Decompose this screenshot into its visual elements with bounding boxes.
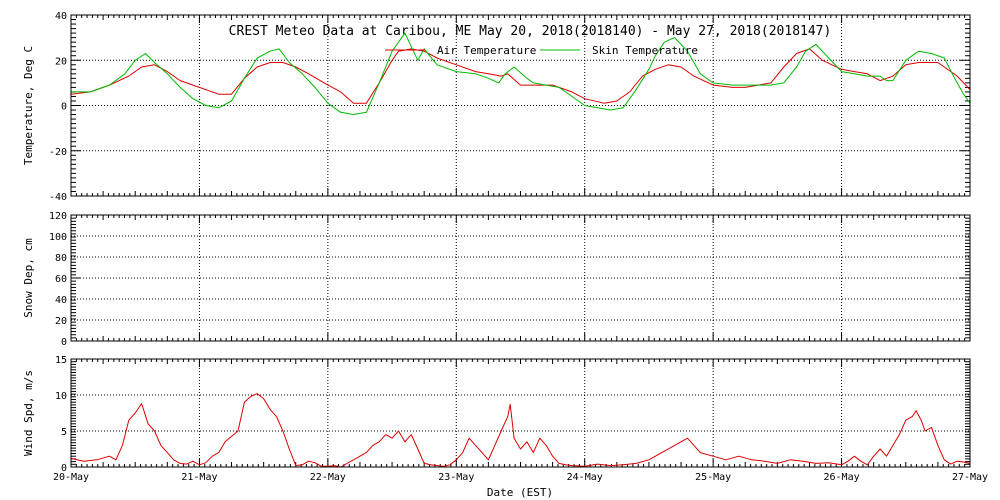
y-tick-label: 120 bbox=[49, 211, 67, 222]
x-tick-label: 27-May bbox=[952, 472, 988, 483]
y-tick-label: 5 bbox=[61, 427, 67, 438]
x-tick-label: 26-May bbox=[824, 472, 860, 483]
panel-frame bbox=[70, 14, 971, 197]
panel-frame bbox=[70, 358, 971, 468]
y-tick-label: 15 bbox=[55, 355, 67, 366]
panel-temperature: -40 -20 0 20 40 Temperature, Deg C Air Tempera… bbox=[22, 11, 971, 203]
series-line-temperature-1 bbox=[71, 32, 971, 115]
y-tick-label: 0 bbox=[61, 102, 67, 113]
x-tick-label: 23-May bbox=[438, 472, 474, 483]
x-tick-label: 25-May bbox=[695, 472, 731, 483]
y-tick-label: -40 bbox=[49, 192, 67, 203]
y-tick-label: 20 bbox=[55, 56, 67, 67]
x-tick-label: 24-May bbox=[567, 472, 603, 483]
x-tick-label: 21-May bbox=[181, 472, 217, 483]
chart-panels: -40 -20 0 20 40 Temperature, Deg C Air Tempera… bbox=[22, 11, 988, 483]
y-tick-label: 40 bbox=[55, 11, 67, 22]
x-tick-label: 22-May bbox=[310, 472, 346, 483]
y-tick-label: 0 bbox=[61, 463, 67, 474]
y-axis-label: Temperature, Deg C bbox=[22, 46, 35, 165]
y-tick-label: 100 bbox=[49, 232, 67, 243]
y-tick-label: 0 bbox=[61, 337, 67, 348]
x-axis-label: Date (EST) bbox=[487, 486, 553, 499]
series-line-wind-0 bbox=[70, 393, 971, 468]
legend: Air Temperature Skin Temperature bbox=[385, 44, 698, 57]
y-tick-label: 10 bbox=[55, 391, 67, 402]
panel-wind: 0 5 10 15 Wind Spd, m/s bbox=[22, 355, 971, 474]
y-tick-label: 20 bbox=[55, 316, 67, 327]
x-tick-labels: 20-May 21-May 22-May 23-May 24-May 25-May 26-M… bbox=[53, 472, 988, 483]
x-tick-label: 20-May bbox=[53, 472, 89, 483]
y-tick-label: 80 bbox=[55, 253, 67, 264]
y-tick-label: 40 bbox=[55, 295, 67, 306]
y-tick-label: 60 bbox=[55, 274, 67, 285]
series-line-temperature-0 bbox=[70, 48, 971, 104]
y-tick-label: -20 bbox=[49, 147, 67, 158]
chart-title: CREST Meteo Data at Caribou, ME May 20, … bbox=[229, 24, 832, 39]
y-axis-label: Snow Dep, cm bbox=[22, 238, 35, 318]
legend-label-1: Skin Temperature bbox=[592, 44, 698, 57]
legend-label-0: Air Temperature bbox=[437, 44, 536, 57]
panel-frame bbox=[70, 214, 971, 342]
y-axis-label: Wind Spd, m/s bbox=[22, 370, 35, 456]
panel-snow: 0 20 40 60 80 100 120 Snow Dep, cm bbox=[22, 211, 971, 348]
